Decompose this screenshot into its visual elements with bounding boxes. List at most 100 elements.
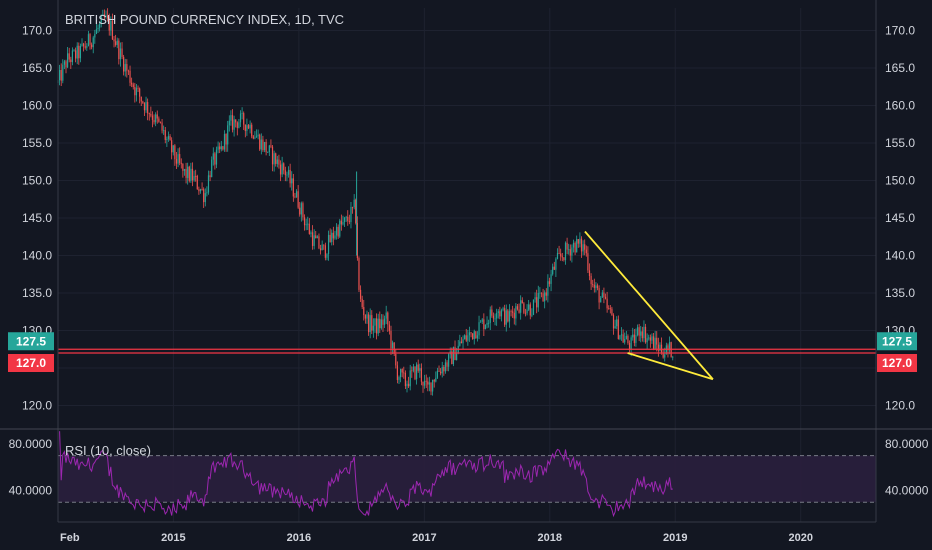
candle-body: [137, 87, 139, 89]
candle-body: [92, 37, 94, 48]
candle-body: [180, 162, 182, 164]
candle-body: [465, 335, 467, 341]
candle-body: [600, 297, 602, 303]
candle-body: [646, 338, 648, 343]
candle-body: [569, 249, 571, 256]
candle-body: [628, 343, 631, 349]
rsi-band: [58, 455, 876, 503]
candle-body: [83, 43, 85, 47]
candle-body: [270, 145, 272, 147]
candle-body: [502, 308, 504, 311]
candle-body: [287, 169, 290, 175]
candle-body: [383, 318, 386, 325]
candle-body: [148, 113, 150, 115]
candle-body: [324, 245, 326, 258]
candle-body: [252, 136, 254, 139]
candle-body: [374, 318, 376, 326]
candle-body: [60, 69, 62, 81]
candle-body: [276, 159, 278, 164]
rsi-tick-left: 80.0000: [9, 437, 53, 451]
candle-body: [150, 113, 152, 116]
candle-body: [86, 46, 88, 48]
price-tick-left: 135.0: [22, 286, 52, 300]
candle-body: [375, 318, 378, 334]
candle-body: [79, 45, 82, 59]
candle-body: [516, 306, 519, 310]
candle-body: [391, 342, 394, 349]
candle-body: [313, 235, 315, 246]
candle-body: [153, 119, 155, 123]
candle-body: [590, 276, 592, 285]
candle-body: [520, 300, 522, 313]
candle-body: [665, 345, 667, 355]
candle-body: [552, 266, 554, 275]
candle-body: [558, 252, 560, 254]
candle-body: [107, 15, 109, 18]
candle-body: [649, 337, 651, 341]
candle-body: [351, 206, 354, 208]
candle-body: [300, 203, 302, 215]
candle-body: [484, 324, 487, 330]
candle-body: [664, 354, 666, 358]
candle-body: [103, 14, 106, 17]
candle-body: [539, 292, 541, 294]
candle-body: [542, 293, 544, 302]
candle-body: [572, 242, 575, 248]
candle-body: [644, 326, 647, 343]
candle-body: [632, 334, 634, 338]
candle-body: [564, 242, 567, 260]
candle-body: [359, 289, 362, 299]
candle-body: [385, 312, 387, 319]
candle-body: [129, 70, 131, 83]
candle-body: [134, 87, 136, 96]
candle-body: [206, 192, 208, 194]
candle-body: [332, 232, 334, 239]
candle-body: [179, 154, 181, 163]
candle-body: [612, 315, 615, 329]
candle-body: [472, 333, 474, 340]
candle-body: [536, 297, 538, 308]
candle-body: [593, 284, 595, 288]
trendline[interactable]: [584, 230, 714, 380]
candle-body: [616, 319, 618, 327]
level-lines: [58, 348, 876, 354]
trendlines[interactable]: [584, 230, 714, 381]
candle-body: [356, 223, 358, 259]
trendline[interactable]: [627, 352, 714, 381]
candle-body: [273, 153, 275, 165]
candle-body: [231, 115, 234, 130]
rsi-line: [59, 431, 673, 518]
candle-body: [462, 339, 464, 344]
candle-body: [201, 189, 203, 190]
candle-body: [488, 322, 490, 324]
time-tick: 2015: [161, 532, 185, 544]
candle-body: [428, 382, 431, 385]
price-badge: [8, 354, 54, 372]
time-tick: Feb: [60, 532, 80, 544]
candle-body: [396, 365, 398, 380]
candle-body: [84, 46, 86, 48]
candle-body: [292, 178, 294, 197]
candle-body: [195, 175, 197, 177]
candle-body: [563, 257, 565, 260]
price-badge-label: 127.5: [16, 334, 46, 348]
candle-body: [259, 134, 261, 150]
price-tick-left: 160.0: [22, 99, 52, 113]
candle-body: [603, 292, 605, 297]
rsi-label: RSI (10, close): [65, 443, 151, 458]
candle-body: [617, 319, 619, 340]
candle-body: [448, 354, 450, 367]
time-tick: 2018: [538, 532, 562, 544]
candle-body: [257, 134, 259, 137]
candle-body: [163, 130, 165, 132]
candle-body: [223, 133, 226, 150]
candle-body: [468, 332, 471, 336]
candle-body: [63, 61, 66, 65]
candle-body: [113, 39, 115, 42]
candle-body: [648, 337, 650, 339]
candle-body: [601, 292, 603, 298]
candle-body: [633, 334, 635, 343]
price-badges: 127.5 127.5 127.0 127.0: [8, 332, 917, 372]
candle-body: [367, 314, 370, 333]
